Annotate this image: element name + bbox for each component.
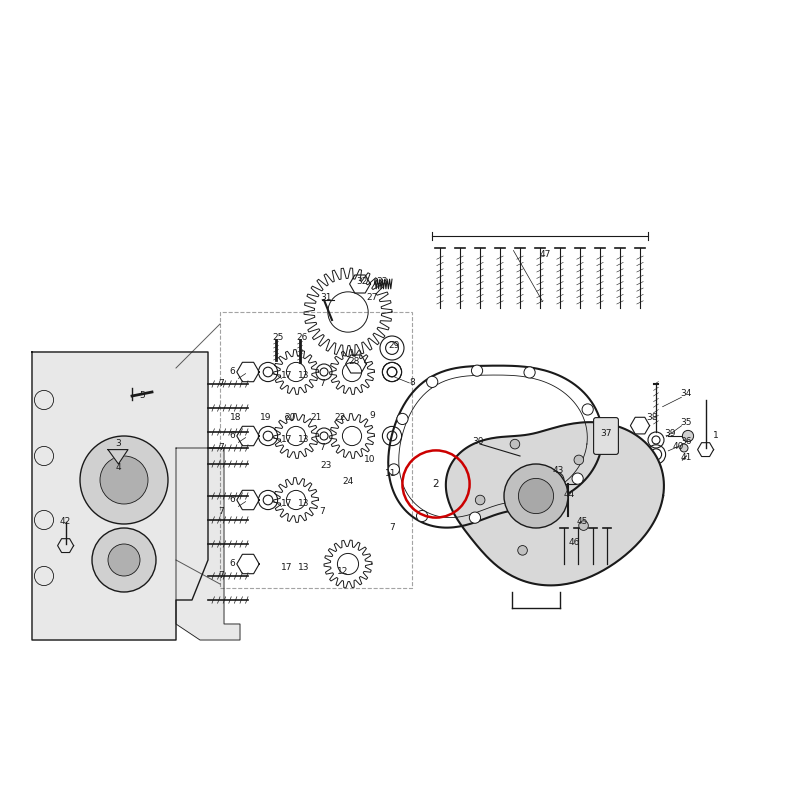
Text: 7: 7 [218,507,224,517]
Text: 12: 12 [337,567,348,577]
FancyBboxPatch shape [594,418,618,454]
Text: 7: 7 [218,571,224,581]
Text: 30: 30 [473,437,484,446]
Text: 23: 23 [321,461,332,470]
Text: 3: 3 [115,439,122,449]
Text: 20: 20 [284,413,295,422]
Text: 38: 38 [646,413,658,422]
Circle shape [417,510,428,522]
Text: 13: 13 [298,563,310,573]
Text: 17: 17 [281,371,292,381]
Text: 7: 7 [318,443,325,453]
Text: 40: 40 [673,442,684,451]
Circle shape [388,464,399,475]
Text: 6: 6 [229,495,235,505]
Text: 6: 6 [229,431,235,441]
Text: 17: 17 [281,435,292,445]
Text: 6: 6 [229,367,235,377]
Circle shape [397,414,408,425]
Text: 2: 2 [433,479,439,489]
Circle shape [680,444,688,452]
Text: 8: 8 [409,378,415,387]
Text: 32: 32 [356,277,367,286]
Text: 10: 10 [364,455,375,465]
Text: 17: 17 [281,563,292,573]
Text: 24: 24 [342,477,354,486]
Text: 11: 11 [385,469,396,478]
Text: 17: 17 [281,499,292,509]
Text: 25: 25 [273,333,284,342]
Text: 33: 33 [377,277,388,286]
Text: 43: 43 [553,466,564,475]
Text: 46: 46 [569,538,580,547]
Text: 27: 27 [366,293,378,302]
Text: 6: 6 [229,559,235,569]
Text: 22: 22 [334,413,346,422]
Circle shape [475,495,485,505]
Circle shape [514,499,525,510]
Text: 47: 47 [540,250,551,259]
Text: 36: 36 [681,437,692,446]
Circle shape [524,367,535,378]
Circle shape [518,478,554,514]
Circle shape [572,473,583,484]
Text: 31: 31 [321,293,332,302]
Text: 39: 39 [665,429,676,438]
Text: 29: 29 [388,341,399,350]
Text: 41: 41 [681,453,692,462]
Text: 7: 7 [218,443,224,453]
Text: 18: 18 [230,413,242,422]
Circle shape [426,376,438,387]
Text: 1: 1 [713,431,719,441]
Text: 13: 13 [298,371,310,381]
Text: 42: 42 [60,517,71,526]
Text: 7: 7 [218,379,224,389]
Circle shape [574,455,584,465]
Circle shape [470,512,481,523]
Polygon shape [176,448,240,640]
Polygon shape [446,422,664,586]
Circle shape [108,544,140,576]
Circle shape [80,436,168,524]
Text: 34: 34 [681,389,692,398]
Circle shape [548,472,564,488]
Text: 45: 45 [577,517,588,526]
Text: 28: 28 [348,357,359,366]
Polygon shape [108,450,128,464]
Text: 4: 4 [115,463,122,473]
Circle shape [682,430,694,442]
Circle shape [471,365,482,376]
Text: 5: 5 [139,391,146,401]
Text: 13: 13 [298,435,310,445]
Circle shape [100,456,148,504]
Text: 7: 7 [318,379,325,389]
Circle shape [582,404,594,415]
Text: 44: 44 [564,490,575,499]
Text: 7: 7 [318,507,325,517]
Circle shape [578,521,588,530]
Text: 13: 13 [298,499,310,509]
Text: 7: 7 [389,523,395,533]
Text: 37: 37 [601,429,612,438]
Circle shape [510,439,520,449]
Text: 21: 21 [310,413,322,422]
Circle shape [92,528,156,592]
Polygon shape [32,352,208,640]
Text: 9: 9 [369,411,375,421]
Text: 35: 35 [681,418,692,427]
Circle shape [518,546,527,555]
Text: 26: 26 [297,333,308,342]
Text: 19: 19 [260,413,271,422]
Circle shape [504,464,568,528]
